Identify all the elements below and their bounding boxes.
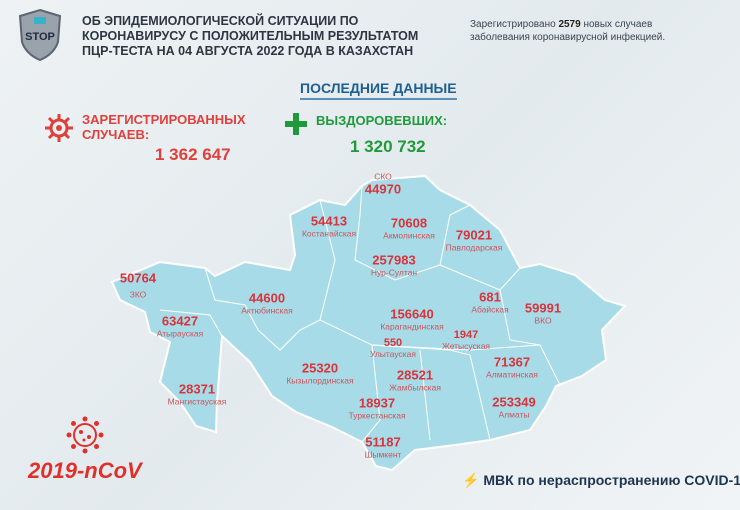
region-zhetysu: 1947 Жетысуская (442, 329, 490, 351)
region-cases: 79021 (455, 227, 493, 243)
region-zko: 50764 ЗКО (120, 271, 156, 300)
region-name: Алматы (498, 409, 530, 420)
region-name: Жамбылская (389, 382, 441, 393)
region-name: Карагандинская (380, 321, 444, 332)
region-kyzylorda: 25320 Кызылординская (286, 361, 353, 386)
coronavirus-icon (66, 416, 104, 454)
region-sko: СКО 44970 (365, 172, 401, 197)
region-borders (159, 185, 561, 443)
region-name: Туркестанская (348, 410, 406, 421)
region-name: Павлодарская (445, 242, 503, 253)
registered-value: 1 362 647 (155, 145, 231, 164)
region-name: Актюбинская (241, 305, 293, 316)
region-name: Акмолинская (383, 230, 435, 241)
region-cases: 63427 (161, 313, 199, 329)
region-name: СКО (374, 171, 392, 182)
region-akmola: 70608 Акмолинская (383, 216, 435, 241)
region-name: Нур-Султан (370, 267, 418, 278)
region-zhambyl: 28521 Жамбылская (389, 368, 441, 393)
region-shymkent: 51187 Шымкент (365, 435, 402, 460)
region-abai: 681 Абайская (471, 290, 508, 315)
region-aktobe: 44600 Актюбинская (241, 291, 293, 316)
region-name: ВКО (534, 315, 552, 326)
region-cases: 71367 (493, 354, 531, 370)
region-kostanay: 54413 Костанайская (302, 214, 356, 239)
report-title: ОБ ЭПИДЕМИОЛОГИЧЕСКОЙ СИТУАЦИИ ПО КОРОНА… (82, 14, 422, 59)
region-atyrau: 63427 Атырауская (157, 314, 203, 339)
region-cases: 44970 (364, 181, 402, 197)
region-name: Абайская (471, 304, 509, 315)
region-cases: 156640 (390, 306, 434, 322)
region-almaty-oblast: 71367 Алматинская (486, 355, 538, 380)
registered-label: ЗАРЕГИСТРИРОВАННЫХ СЛУЧАЕВ: (82, 112, 246, 142)
region-cases: 50764 (119, 270, 157, 286)
region-cases: 28521 (396, 367, 434, 383)
region-pavlodar: 79021 Павлодарская (446, 228, 503, 253)
region-nur-sultan: 257983 Нур-Султан (371, 253, 417, 278)
registered-label-line: ЗАРЕГИСТРИРОВАННЫХ (82, 112, 246, 127)
region-name: Костанайская (301, 228, 357, 239)
region-name: ЗКО (129, 289, 147, 300)
recovered-label: ВЫЗДОРОВЕВШИХ: (316, 113, 448, 128)
country-outline (110, 174, 627, 472)
region-cases: 681 (479, 289, 501, 305)
region-name: Жетысуская (441, 341, 491, 351)
region-name: Алматинская (486, 369, 538, 380)
region-cases: 550 (383, 337, 403, 349)
region-cases: 28371 (178, 381, 216, 397)
region-cases: 253349 (492, 394, 536, 410)
title-line: ОБ ЭПИДЕМИОЛОГИЧЕСКОЙ СИТУАЦИИ ПО (82, 14, 359, 28)
new-cases-suffix: новых случаев (580, 19, 653, 30)
registered-label-line: СЛУЧАЕВ: (82, 127, 150, 142)
region-name: Кызылординская (286, 375, 354, 386)
new-cases-note: Зарегистрировано 2579 новых случаев забо… (470, 18, 665, 44)
region-cases: 59991 (524, 300, 562, 316)
new-cases-count: 2579 (558, 19, 581, 30)
region-turkestan: 18937 Туркестанская (348, 396, 405, 421)
svg-text:STOP: STOP (25, 31, 55, 43)
lightning-icon: ⚡ (462, 472, 480, 488)
region-cases: 44600 (248, 290, 286, 306)
region-vko: 59991 ВКО (525, 301, 561, 326)
region-cases: 257983 (372, 252, 416, 268)
plus-icon (285, 113, 307, 135)
latest-data-heading: ПОСЛЕДНИЕ ДАННЫЕ (300, 80, 457, 100)
region-cases: 54413 (310, 213, 348, 229)
virus-icon (45, 114, 73, 142)
organization-footer: ⚡ МВК по нераспространению COVID-19 (462, 472, 740, 489)
region-cases: 25320 (301, 360, 339, 376)
region-ulytau: 550 Улытауская (370, 337, 416, 359)
region-cases: 51187 (365, 434, 401, 450)
new-cases-prefix: Зарегистрировано (470, 19, 559, 30)
title-line: КОРОНАВИРУСУ С ПОЛОЖИТЕЛЬНЫМ РЕЗУЛЬТАТОМ (82, 29, 419, 43)
organization-name: МВК по нераспространению COVID-19 (483, 472, 740, 488)
region-name: Улытауская (370, 349, 416, 359)
region-cases: 70608 (390, 215, 428, 231)
virus-name: 2019-nCoV (28, 458, 142, 483)
region-name: Атырауская (156, 328, 204, 339)
recovered-value: 1 320 732 (350, 137, 426, 156)
region-cases: 1947 (453, 329, 479, 341)
region-cases: 18937 (358, 395, 396, 411)
region-name: Мангистауская (167, 396, 227, 407)
stop-covid-shield-logo: STOP (18, 8, 62, 62)
region-karaganda: 156640 Карагандинская (380, 307, 443, 332)
title-line: ПЦР-ТЕСТА НА 04 АВГУСТА 2022 ГОДА В КАЗА… (82, 44, 414, 58)
region-almaty-city: 253349 Алматы (492, 395, 535, 420)
region-mangistau: 28371 Мангистауская (168, 382, 227, 407)
region-name: Шымкент (364, 449, 402, 460)
new-cases-line2: заболевания коронавирусной инфекцией. (470, 32, 666, 43)
